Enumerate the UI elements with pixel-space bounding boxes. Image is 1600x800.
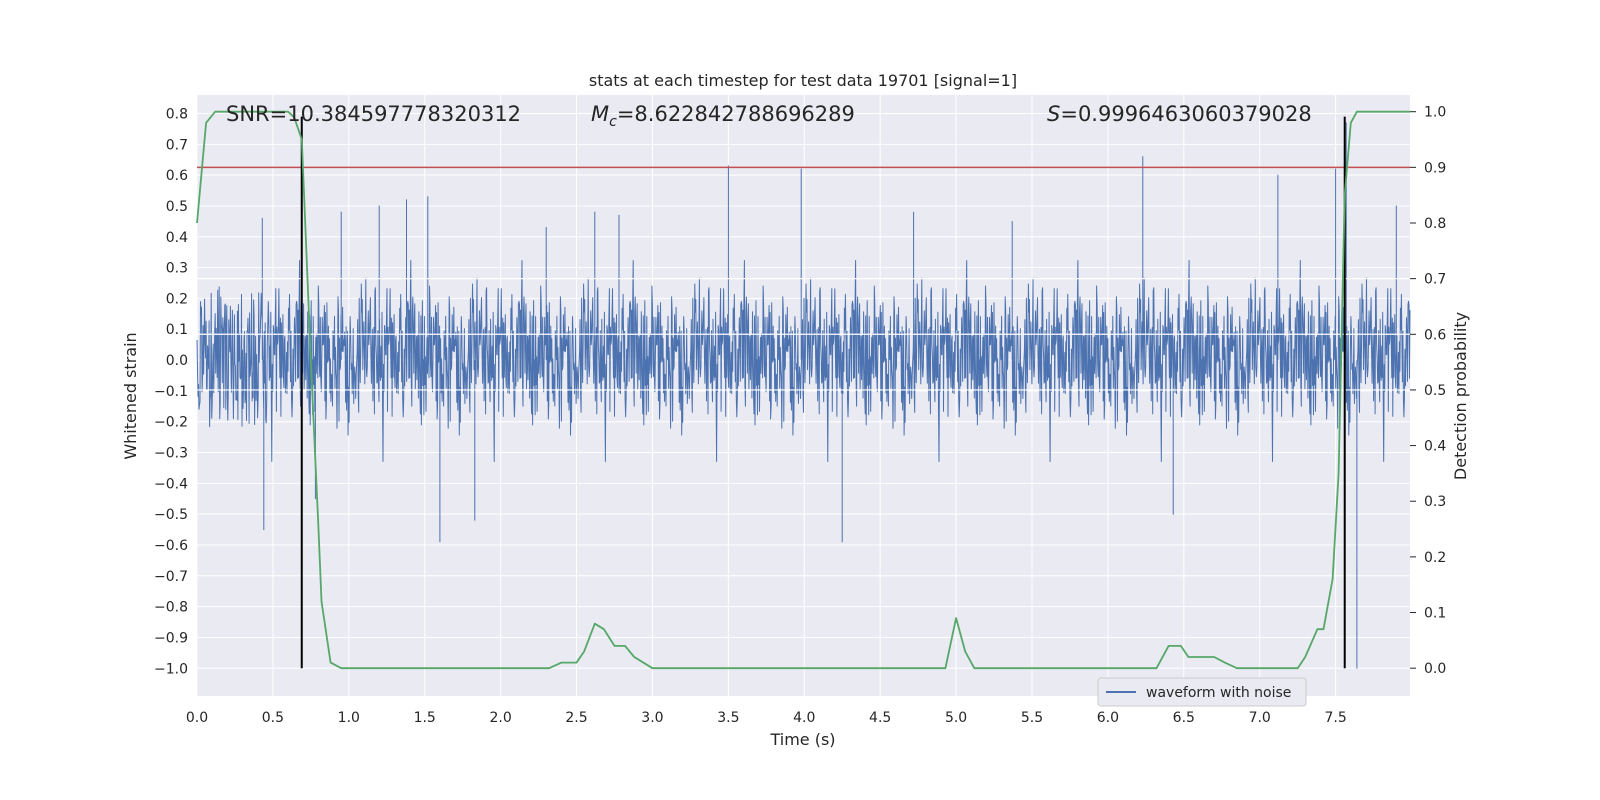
s-symbol: S bbox=[1047, 102, 1060, 126]
y-tick-label: −0.4 bbox=[154, 476, 188, 492]
x-tick-label: 5.0 bbox=[945, 710, 967, 726]
white-horizontal-lines bbox=[197, 278, 1410, 391]
waveform-series bbox=[196, 122, 1411, 669]
y2-tick-label: 0.9 bbox=[1424, 160, 1446, 176]
y-tick-label: 0.7 bbox=[166, 137, 188, 153]
x-tick-label: 7.0 bbox=[1249, 710, 1271, 726]
x-tick-label: 3.0 bbox=[641, 710, 663, 726]
chart-title: stats at each timestep for test data 197… bbox=[589, 71, 1017, 90]
y-tick-label: −0.9 bbox=[154, 630, 188, 646]
x-tick-label: 6.5 bbox=[1173, 710, 1195, 726]
x-tick-label: 3.5 bbox=[717, 710, 739, 726]
y2-tick-label: 0.7 bbox=[1424, 272, 1446, 288]
y-tick-label: 0.6 bbox=[166, 168, 188, 184]
y2-tick-label: 0.4 bbox=[1424, 439, 1446, 455]
mc-value: =8.622842788696289 bbox=[617, 102, 855, 126]
s-annotation: S=0.9996463060379028 bbox=[1047, 102, 1312, 126]
y-tick-label: −0.2 bbox=[154, 415, 188, 431]
x-tick-label: 0.0 bbox=[186, 710, 208, 726]
y2-tick-label: 0.2 bbox=[1424, 550, 1446, 566]
s-value: =0.9996463060379028 bbox=[1060, 102, 1311, 126]
y-tick-label: −0.8 bbox=[154, 600, 188, 616]
y-axis-label: Whitened strain bbox=[121, 332, 140, 459]
y-tick-label: −0.6 bbox=[154, 538, 188, 554]
x-tick-label: 6.0 bbox=[1097, 710, 1119, 726]
detection-probability-line bbox=[196, 110, 1410, 670]
y-tick-label: 0.5 bbox=[166, 199, 188, 215]
x-tick-label: 0.5 bbox=[262, 710, 284, 726]
y-tick-label: 0.2 bbox=[166, 291, 188, 307]
x-tick-label: 1.5 bbox=[414, 710, 436, 726]
legend-entry-waveform: waveform with noise bbox=[1146, 685, 1291, 701]
y-tick-label: −0.7 bbox=[154, 569, 188, 585]
y2-tick-label: 0.3 bbox=[1424, 494, 1446, 510]
x-ticks: 0.0 0.5 1.0 1.5 2.0 2.5 3.0 3.5 4.0 4.5 5.0 5.5 6.0 6… bbox=[186, 710, 1347, 726]
y2-tick-label: 0.0 bbox=[1424, 661, 1446, 677]
y-tick-label: 0.4 bbox=[166, 230, 188, 246]
mc-subscript: c bbox=[609, 114, 617, 130]
y2-tick-label: 0.8 bbox=[1424, 216, 1446, 232]
waveform-line bbox=[196, 122, 1411, 669]
y-ticks: 0.8 0.7 0.6 0.5 0.4 0.3 0.2 0.1 0.0 −0.1 −0.2 −0.3 −… bbox=[154, 106, 188, 677]
x-tick-label: 1.0 bbox=[338, 710, 360, 726]
y-tick-label: 0.1 bbox=[166, 322, 188, 338]
y-tick-label: −0.3 bbox=[154, 446, 188, 462]
grid-lines bbox=[196, 95, 1410, 696]
x-tick-label: 4.0 bbox=[793, 710, 815, 726]
y-tick-label: −0.1 bbox=[154, 384, 188, 400]
x-tick-label: 4.5 bbox=[869, 710, 891, 726]
y-tick-label: 0.0 bbox=[166, 353, 188, 369]
y2-axis-label: Detection probability bbox=[1451, 312, 1470, 480]
y2-ticks: 1.0 0.9 0.8 0.7 0.6 0.5 0.4 0.3 0.2 0.1 0.0 bbox=[1410, 105, 1446, 677]
x-tick-label: 2.5 bbox=[565, 710, 587, 726]
y2-tick-label: 0.5 bbox=[1424, 383, 1446, 399]
y-tick-label: 0.3 bbox=[166, 261, 188, 277]
mc-symbol: M bbox=[591, 102, 609, 126]
x-tick-label: 2.0 bbox=[489, 710, 511, 726]
x-axis-label: Time (s) bbox=[769, 730, 835, 749]
y-tick-label: −1.0 bbox=[154, 661, 188, 677]
mc-annotation: Mc=8.622842788696289 bbox=[591, 102, 855, 130]
y2-tick-label: 1.0 bbox=[1424, 105, 1446, 121]
snr-annotation: SNR=10.384597778320312 bbox=[226, 102, 521, 126]
y2-tick-label: 0.6 bbox=[1424, 327, 1446, 343]
legend-box bbox=[1097, 677, 1307, 707]
y-tick-label: 0.8 bbox=[166, 106, 188, 122]
y2-tick-label: 0.1 bbox=[1424, 606, 1446, 622]
x-tick-label: 7.5 bbox=[1324, 710, 1346, 726]
y-tick-label: −0.5 bbox=[154, 507, 188, 523]
legend: waveform with noise bbox=[1097, 677, 1307, 707]
detection-probability-series bbox=[196, 110, 1410, 670]
x-tick-label: 5.5 bbox=[1021, 710, 1043, 726]
